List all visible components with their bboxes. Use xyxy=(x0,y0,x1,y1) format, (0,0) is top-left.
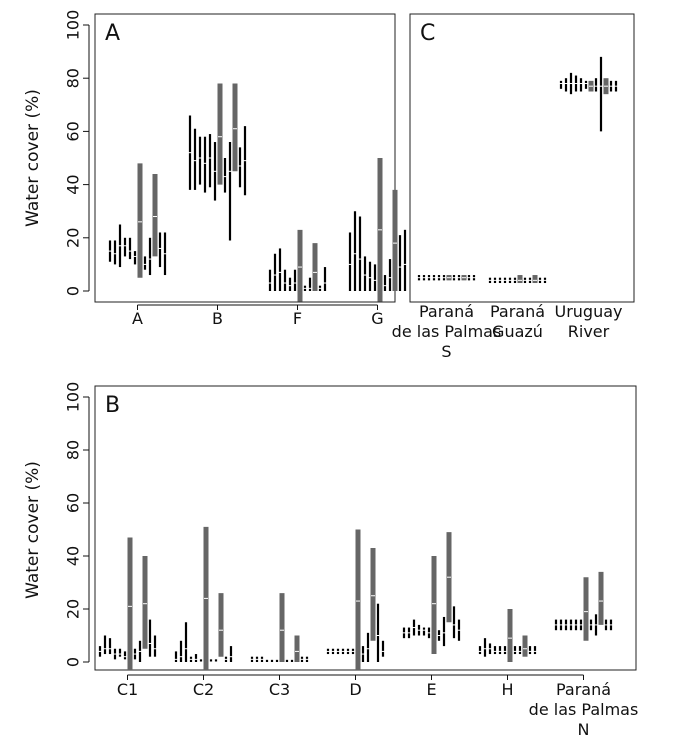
group-2 xyxy=(250,593,309,662)
x-group-label: Paraná de las Palmas N xyxy=(529,680,639,739)
x-group-label: C3 xyxy=(269,680,290,699)
x-group-label: C2 xyxy=(193,680,214,699)
group-1 xyxy=(174,526,233,670)
y-tick-label: 20 xyxy=(64,228,83,248)
x-group-label: G xyxy=(371,309,383,328)
y-axis-label: Water cover (%) xyxy=(23,461,43,599)
panel-b-chart: B 0 20 40 60 80 100 Water cover (%) C1 C2 C3 D E H Par… xyxy=(23,382,638,739)
x-group-label: Uruguay River xyxy=(555,302,623,341)
y-tick-label: 20 xyxy=(64,599,83,619)
y-tick-label: 40 xyxy=(64,546,83,566)
x-group-label: F xyxy=(293,309,302,328)
y-tick-label: 0 xyxy=(64,657,83,667)
group-4 xyxy=(402,532,461,655)
group-3 xyxy=(348,158,407,302)
panel-label: A xyxy=(105,21,120,46)
group-3 xyxy=(326,529,385,670)
x-group-label: B xyxy=(212,309,223,328)
group-5 xyxy=(478,609,537,662)
panel-label: B xyxy=(105,393,120,418)
y-tick-label: 40 xyxy=(64,174,83,194)
x-group-label: Paraná Guazú xyxy=(490,302,545,341)
panel-c-frame xyxy=(409,13,635,303)
y-axis-label: Water cover (%) xyxy=(23,89,43,227)
group-0 xyxy=(98,537,157,670)
y-tick-label: 100 xyxy=(64,10,83,41)
group-2 xyxy=(559,56,618,132)
group-0 xyxy=(108,163,167,278)
y-tick-label: 0 xyxy=(64,286,83,296)
group-0 xyxy=(417,275,476,281)
x-group-label: A xyxy=(132,309,143,328)
x-group-label: D xyxy=(349,680,361,699)
panel-label: C xyxy=(420,21,435,46)
group-1 xyxy=(488,275,547,284)
group-2 xyxy=(268,229,327,302)
y-tick-label: 100 xyxy=(64,382,83,413)
x-group-label: H xyxy=(501,680,513,699)
panel-a-frame xyxy=(94,13,396,303)
panel-a-chart: A 0 20 40 60 80 100 Water cover (%) A B F G xyxy=(23,10,407,328)
y-tick-label: 60 xyxy=(64,493,83,513)
x-group-label: Paraná de las Palmas S xyxy=(392,302,502,361)
y-tick-label: 80 xyxy=(64,68,83,88)
group-6 xyxy=(554,571,613,641)
y-tick-label: 60 xyxy=(64,121,83,141)
group-1 xyxy=(188,83,247,241)
x-group-label: C1 xyxy=(117,680,138,699)
x-group-label: E xyxy=(426,680,436,699)
y-tick-label: 80 xyxy=(64,440,83,460)
panel-b-frame xyxy=(94,385,637,671)
